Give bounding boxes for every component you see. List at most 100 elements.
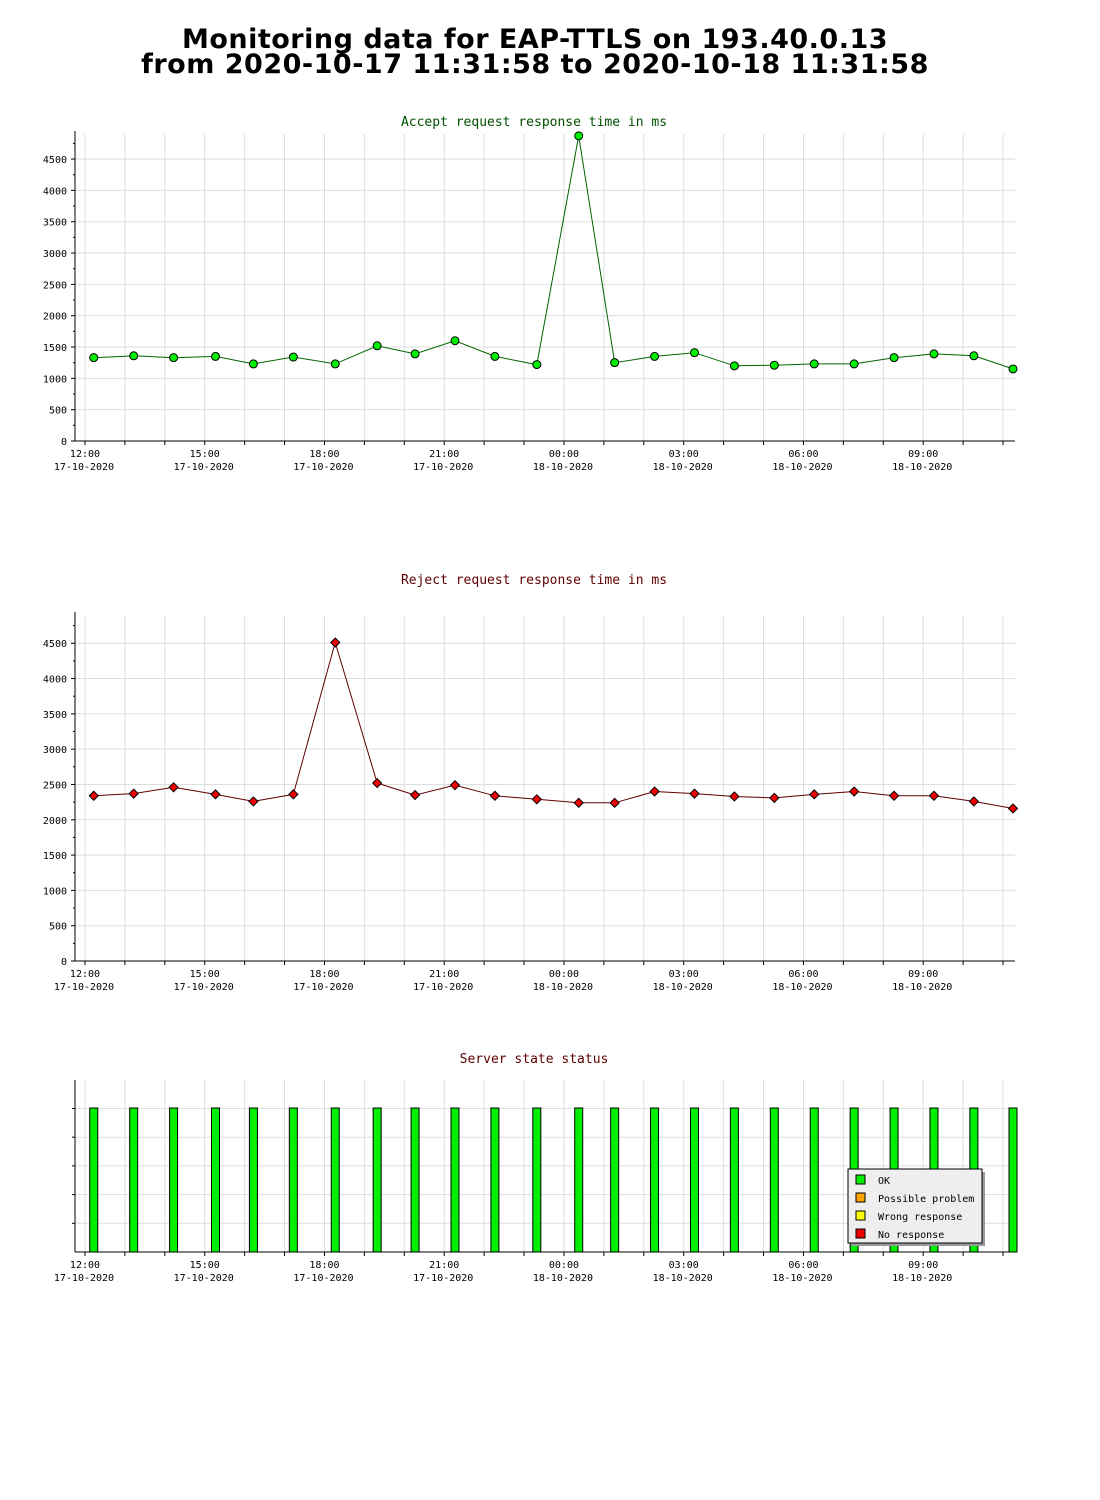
accept-data-point xyxy=(610,358,620,368)
reject-data-point xyxy=(928,790,940,801)
status-status-bar xyxy=(330,1107,340,1253)
accept-xtick-date: 17-10-2020 xyxy=(413,462,473,473)
accept-xtick-label: 21:00 xyxy=(429,449,459,460)
status-xtick-date: 18-10-2020 xyxy=(653,1273,713,1284)
status-xtick-date: 18-10-2020 xyxy=(772,1273,832,1284)
accept-data-point xyxy=(89,353,99,363)
accept-data-point xyxy=(248,359,258,369)
status-status-bar xyxy=(410,1107,420,1253)
accept-data-point xyxy=(729,361,739,371)
reject-xtick-date: 18-10-2020 xyxy=(533,982,593,993)
reject-data-point xyxy=(968,796,980,807)
reject-data-point xyxy=(1007,803,1019,814)
reject-title: Reject request response time in ms xyxy=(401,573,667,588)
status-xtick-date: 17-10-2020 xyxy=(174,1273,234,1284)
status-status-bar xyxy=(1008,1107,1018,1253)
reject-xtick-date: 18-10-2020 xyxy=(892,982,952,993)
reject-data-point xyxy=(449,779,461,791)
reject-data-point xyxy=(609,797,620,809)
reject-xtick-label: 00:00 xyxy=(549,969,579,980)
status-status-bar xyxy=(169,1107,179,1253)
status-status-bar xyxy=(769,1107,779,1253)
accept-ytick-label: 3500 xyxy=(43,218,67,229)
status-status-bar xyxy=(729,1107,739,1253)
reject-ytick-label: 500 xyxy=(49,922,67,933)
accept-data-point xyxy=(532,360,542,370)
legend-label: Wrong response xyxy=(878,1212,962,1223)
reject-data-point xyxy=(168,782,179,793)
server-status-chart: Server state status 12:00 17-10-2020 15:00 1… xyxy=(54,1052,1018,1284)
status-status-bar xyxy=(129,1107,139,1253)
reject-data-point xyxy=(531,794,543,805)
status-xtick-label: 18:00 xyxy=(309,1260,339,1271)
reject-xtick-label: 12:00 xyxy=(70,969,100,980)
reject-response-chart: Reject request response time in ms 12:00 1… xyxy=(43,573,1019,993)
status-xtick-label: 00:00 xyxy=(549,1260,579,1271)
status-status-bar xyxy=(809,1107,819,1253)
status-xtick-label: 03:00 xyxy=(669,1260,699,1271)
reject-ytick-label: 2500 xyxy=(43,780,67,791)
accept-ytick-label: 3000 xyxy=(43,249,67,260)
reject-xtick-label: 15:00 xyxy=(190,969,220,980)
page-title-line-2: from 2020-10-17 11:31:58 to 2020-10-18 1… xyxy=(141,49,929,80)
accept-data-point xyxy=(849,359,859,369)
status-status-bar xyxy=(248,1107,258,1253)
accept-data-point xyxy=(490,351,500,361)
accept-data-point xyxy=(650,351,660,361)
accept-ytick-label: 500 xyxy=(49,406,67,417)
reject-data-point xyxy=(848,786,860,797)
status-status-bar xyxy=(450,1107,460,1253)
reject-series-line xyxy=(93,640,1014,809)
reject-data-point xyxy=(210,789,221,800)
accept-data-point xyxy=(769,360,779,370)
accept-data-point xyxy=(574,131,584,141)
accept-xtick-date: 18-10-2020 xyxy=(653,462,713,473)
reject-data-point xyxy=(489,790,501,801)
reject-data-point xyxy=(248,796,259,807)
status-xtick-date: 17-10-2020 xyxy=(54,1273,114,1284)
legend-label: No response xyxy=(878,1230,944,1241)
accept-data-point xyxy=(809,359,819,369)
reject-data-point xyxy=(128,788,139,799)
accept-ytick-label: 1500 xyxy=(43,343,67,354)
reject-data-point xyxy=(729,791,740,802)
accept-ytick-label: 2000 xyxy=(43,312,67,323)
status-status-bar xyxy=(610,1107,620,1253)
legend-box xyxy=(847,1168,983,1244)
reject-ytick-label: 3500 xyxy=(43,710,67,721)
accept-xtick-date: 17-10-2020 xyxy=(174,462,234,473)
accept-data-point xyxy=(450,336,460,346)
reject-xtick-label: 06:00 xyxy=(788,969,818,980)
accept-ytick-label: 1000 xyxy=(43,374,67,385)
reject-xtick-label: 09:00 xyxy=(908,969,938,980)
accept-xtick-date: 17-10-2020 xyxy=(293,462,353,473)
reject-ytick-label: 2000 xyxy=(43,816,67,827)
accept-data-point xyxy=(211,351,221,361)
reject-data-point xyxy=(288,789,299,800)
reject-ytick-label: 1500 xyxy=(43,851,67,862)
accept-xtick-label: 06:00 xyxy=(788,449,818,460)
status-status-bar xyxy=(490,1107,500,1253)
reject-data-point xyxy=(689,788,700,799)
status-xtick-date: 17-10-2020 xyxy=(413,1273,473,1284)
accept-data-point xyxy=(1008,364,1018,374)
reject-xtick-date: 17-10-2020 xyxy=(54,982,114,993)
reject-data-point xyxy=(888,790,900,801)
status-title: Server state status xyxy=(460,1052,609,1067)
reject-xtick-label: 21:00 xyxy=(429,969,459,980)
reject-data-point xyxy=(573,797,584,809)
accept-xtick-label: 15:00 xyxy=(190,449,220,460)
accept-data-point xyxy=(129,351,139,361)
accept-xtick-date: 18-10-2020 xyxy=(772,462,832,473)
accept-xtick-label: 18:00 xyxy=(309,449,339,460)
accept-ytick-label: 4500 xyxy=(43,155,67,166)
status-status-bar xyxy=(211,1107,221,1253)
status-status-bar xyxy=(372,1107,382,1253)
accept-ytick-label: 0 xyxy=(61,437,67,448)
reject-data-point xyxy=(409,789,421,801)
page-title-line-1: Monitoring data for EAP-TTLS on 193.40.0… xyxy=(181,24,889,55)
accept-data-point xyxy=(689,348,699,358)
reject-xtick-date: 17-10-2020 xyxy=(413,982,473,993)
accept-response-chart: Accept request response time in ms 12:00 1… xyxy=(43,115,1018,473)
legend-label: OK xyxy=(878,1176,890,1187)
